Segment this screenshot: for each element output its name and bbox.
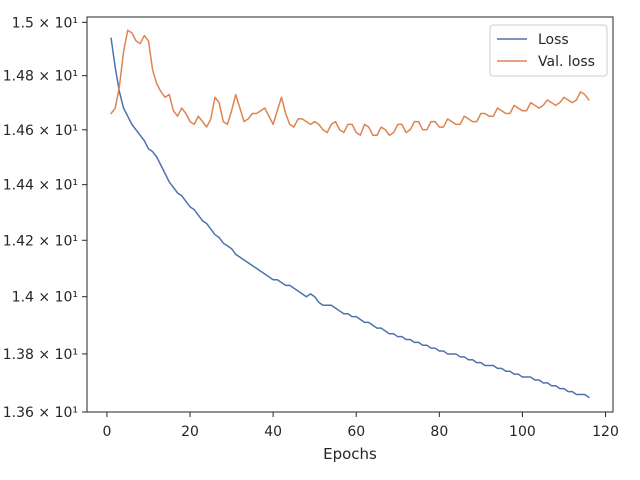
y-tick-label: 1.4 × 10¹ [12, 290, 78, 306]
plot-frame [86, 16, 614, 413]
x-tick-label: 80 [430, 424, 448, 440]
legend-label: Loss [538, 32, 569, 48]
x-tick-label: 20 [181, 424, 199, 440]
y-tick-label: 1.48 × 10¹ [3, 69, 78, 85]
x-tick-label: 40 [264, 424, 282, 440]
plot-background [87, 17, 613, 412]
x-axis-label: Epochs [323, 445, 377, 463]
series-lines [110, 29, 590, 399]
x-tick-label: 120 [592, 424, 619, 440]
x-axis-ticks: 0 20 40 60 80 100 120 [102, 412, 619, 440]
legend-box [489, 24, 608, 77]
legend-label: Val. loss [538, 54, 595, 70]
series-line-1 [110, 29, 590, 136]
x-tick-label: 60 [347, 424, 365, 440]
series-line-0 [110, 37, 590, 399]
y-tick-label: 1.36 × 10¹ [3, 405, 78, 421]
legend: Loss Val. loss [489, 24, 608, 77]
x-tick-label: 100 [509, 424, 536, 440]
y-tick-label: 1.5 × 10¹ [12, 15, 78, 31]
y-tick-label: 1.38 × 10¹ [3, 347, 78, 363]
y-tick-label: 1.44 × 10¹ [3, 178, 78, 194]
x-tick-label: 0 [102, 424, 111, 440]
y-axis-ticks: 1.36 × 10¹ 1.38 × 10¹ 1.4 × 10¹ 1.42 × 10¹ 1… [3, 15, 87, 421]
y-tick-label: 1.46 × 10¹ [3, 123, 78, 139]
y-tick-label: 1.42 × 10¹ [3, 233, 78, 249]
